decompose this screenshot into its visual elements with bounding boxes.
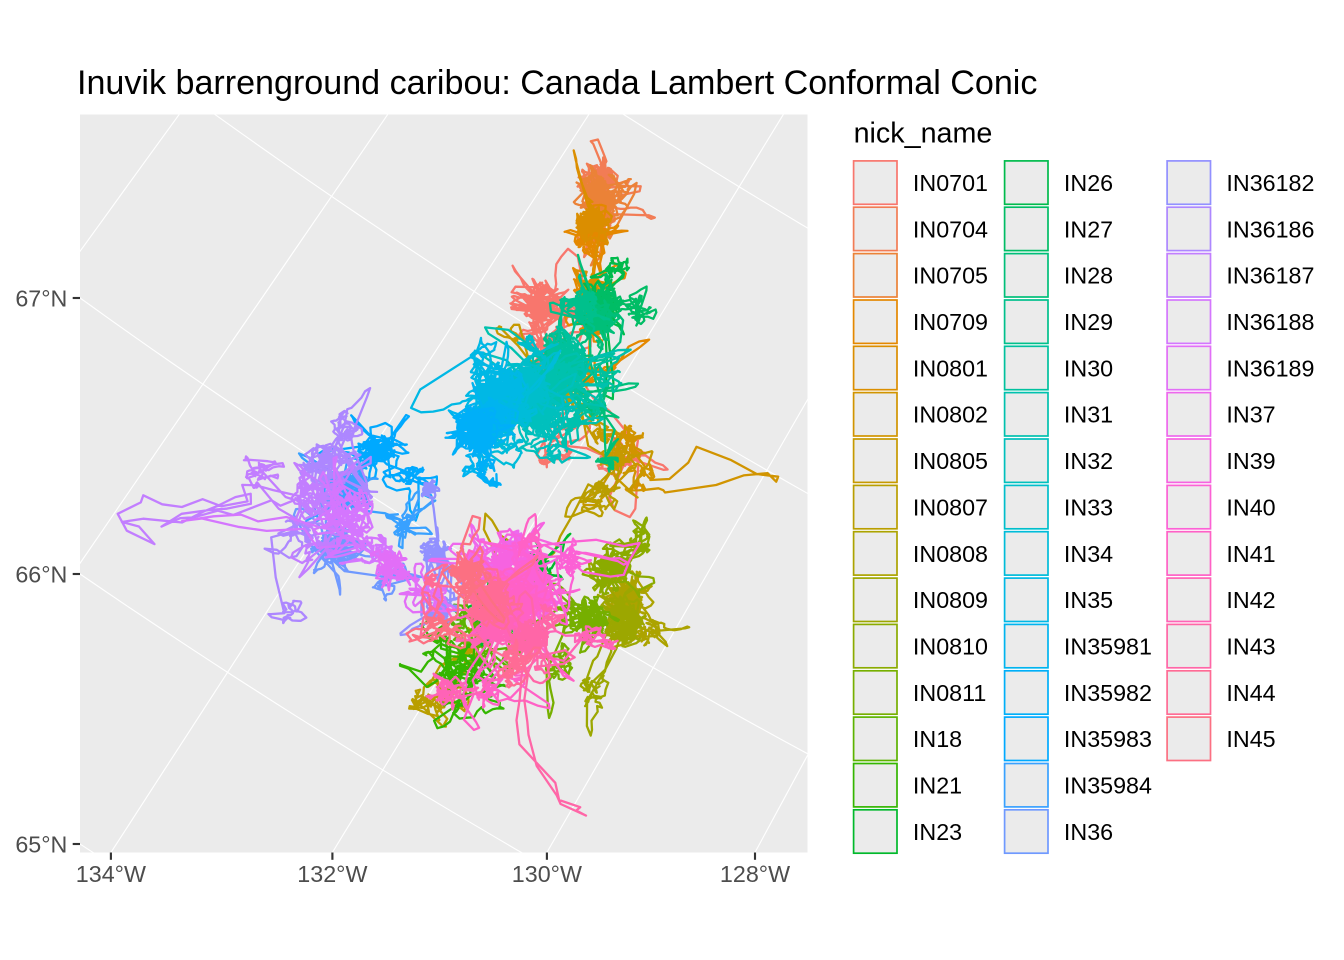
- svg-text:IN37: IN37: [1226, 402, 1275, 428]
- svg-text:128°W: 128°W: [720, 861, 790, 887]
- svg-text:IN39: IN39: [1226, 448, 1275, 474]
- svg-text:IN42: IN42: [1226, 587, 1275, 613]
- svg-text:IN26: IN26: [1064, 170, 1113, 196]
- svg-text:IN35983: IN35983: [1064, 726, 1152, 752]
- svg-text:130°W: 130°W: [512, 861, 582, 887]
- svg-text:IN41: IN41: [1226, 541, 1275, 567]
- svg-text:132°W: 132°W: [297, 861, 367, 887]
- svg-text:IN35981: IN35981: [1064, 634, 1152, 660]
- svg-text:IN0701: IN0701: [913, 170, 988, 196]
- svg-text:IN36188: IN36188: [1226, 309, 1314, 335]
- svg-text:66°N: 66°N: [15, 561, 67, 587]
- svg-text:IN36182: IN36182: [1226, 170, 1314, 196]
- svg-text:IN29: IN29: [1064, 309, 1113, 335]
- svg-text:IN36187: IN36187: [1226, 263, 1314, 289]
- svg-text:IN36186: IN36186: [1226, 216, 1314, 242]
- svg-text:IN36: IN36: [1064, 819, 1113, 845]
- svg-text:IN0809: IN0809: [913, 587, 988, 613]
- svg-text:IN0808: IN0808: [913, 541, 988, 567]
- svg-text:IN43: IN43: [1226, 634, 1275, 660]
- svg-text:IN30: IN30: [1064, 355, 1113, 381]
- svg-text:IN18: IN18: [913, 726, 962, 752]
- svg-text:IN40: IN40: [1226, 495, 1275, 521]
- svg-text:IN44: IN44: [1226, 680, 1275, 706]
- svg-text:65°N: 65°N: [15, 831, 67, 857]
- svg-text:134°W: 134°W: [76, 861, 146, 887]
- svg-text:IN36189: IN36189: [1226, 355, 1314, 381]
- svg-text:nick_name: nick_name: [854, 118, 993, 150]
- svg-text:IN0802: IN0802: [913, 402, 988, 428]
- svg-text:67°N: 67°N: [15, 285, 67, 311]
- svg-text:IN0805: IN0805: [913, 448, 988, 474]
- svg-text:IN0811: IN0811: [913, 680, 986, 706]
- svg-text:IN23: IN23: [913, 819, 962, 845]
- svg-text:IN35984: IN35984: [1064, 773, 1152, 799]
- svg-text:IN31: IN31: [1064, 402, 1113, 428]
- svg-text:IN0801: IN0801: [913, 355, 988, 381]
- svg-text:IN0709: IN0709: [913, 309, 988, 335]
- svg-text:IN35: IN35: [1064, 587, 1113, 613]
- svg-text:Inuvik barrenground caribou: C: Inuvik barrenground caribou: Canada Lamb…: [77, 64, 1037, 102]
- svg-text:IN0704: IN0704: [913, 216, 988, 242]
- svg-text:IN28: IN28: [1064, 263, 1113, 289]
- svg-text:IN45: IN45: [1226, 726, 1275, 752]
- svg-text:IN0807: IN0807: [913, 495, 988, 521]
- svg-text:IN0705: IN0705: [913, 263, 988, 289]
- svg-text:IN21: IN21: [913, 773, 962, 799]
- svg-text:IN35982: IN35982: [1064, 680, 1152, 706]
- svg-text:IN32: IN32: [1064, 448, 1113, 474]
- svg-text:IN34: IN34: [1064, 541, 1113, 567]
- svg-text:IN0810: IN0810: [913, 634, 988, 660]
- svg-text:IN27: IN27: [1064, 216, 1113, 242]
- svg-text:IN33: IN33: [1064, 495, 1113, 521]
